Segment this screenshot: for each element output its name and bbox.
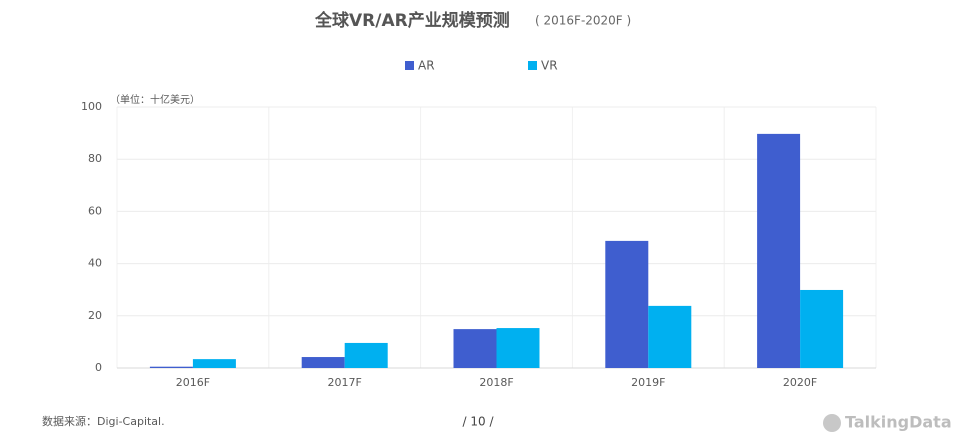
chart-subtitle: ( 2016F-2020F ) bbox=[535, 14, 631, 28]
y-tick-label: 60 bbox=[88, 204, 102, 217]
bar bbox=[301, 357, 345, 368]
legend-swatch bbox=[405, 61, 414, 70]
y-tick-label: 80 bbox=[88, 152, 102, 165]
legend-label: VR bbox=[541, 59, 558, 73]
x-tick-label: 2019F bbox=[631, 376, 665, 389]
y-tick-label: 100 bbox=[81, 100, 102, 113]
x-tick-label: 2020F bbox=[783, 376, 817, 389]
y-tick-label: 0 bbox=[95, 361, 102, 374]
bar bbox=[605, 240, 649, 368]
unit-label: （单位：十亿美元） bbox=[110, 93, 200, 106]
legend-label: AR bbox=[418, 59, 435, 73]
legend-swatch bbox=[528, 61, 537, 70]
logo-icon bbox=[823, 414, 841, 432]
bar bbox=[648, 305, 692, 368]
y-tick-label: 40 bbox=[88, 257, 102, 270]
source: 数据来源：Digi-Capital. bbox=[42, 414, 165, 428]
y-tick-label: 20 bbox=[88, 309, 102, 322]
bar bbox=[192, 359, 236, 368]
logo: TalkingData bbox=[845, 413, 952, 432]
bar bbox=[757, 133, 801, 368]
chart-title: 全球VR/AR产业规模预测 bbox=[314, 10, 510, 31]
page-number: / 10 / bbox=[463, 415, 495, 429]
bar bbox=[800, 289, 844, 368]
bar bbox=[496, 328, 540, 368]
x-tick-label: 2016F bbox=[176, 376, 210, 389]
bar bbox=[149, 366, 193, 368]
x-tick-label: 2018F bbox=[479, 376, 513, 389]
bar bbox=[453, 329, 497, 368]
bar bbox=[344, 342, 388, 368]
x-tick-label: 2017F bbox=[328, 376, 362, 389]
